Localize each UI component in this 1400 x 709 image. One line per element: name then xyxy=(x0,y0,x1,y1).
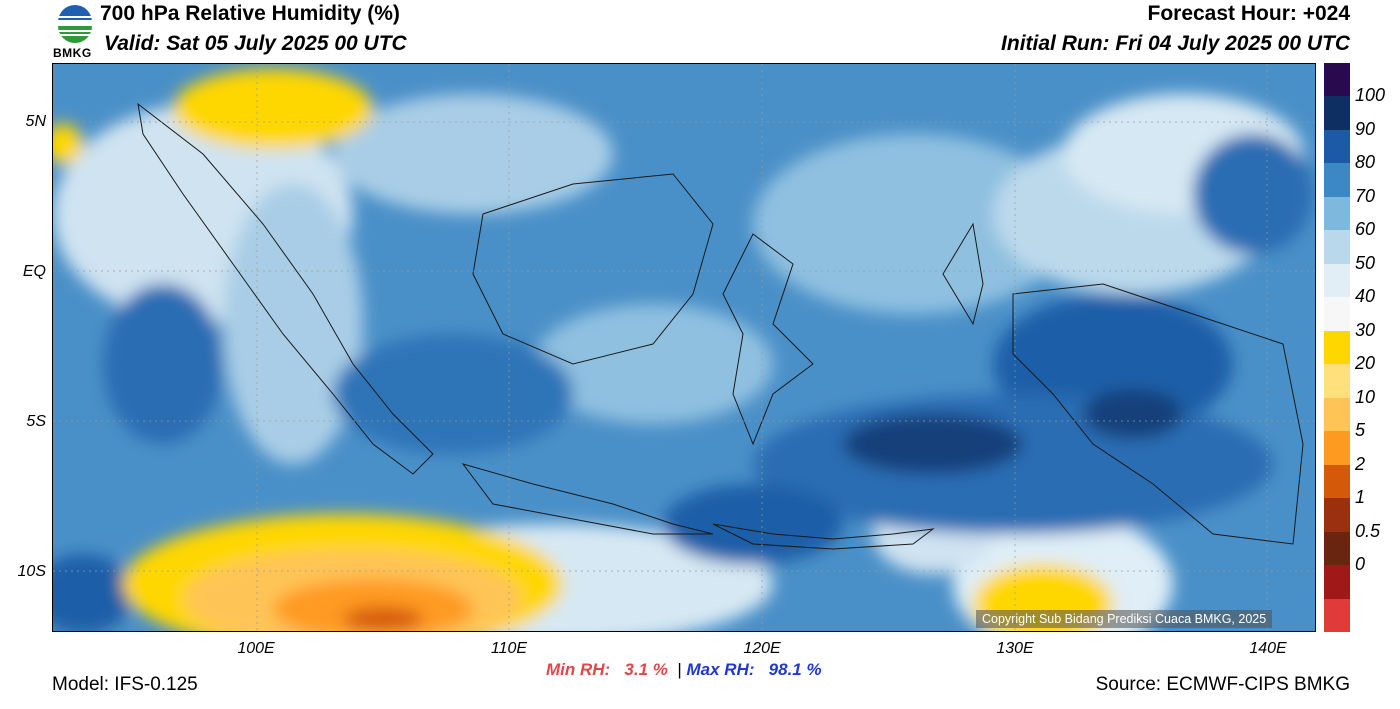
copyright-note: Copyright Sub Bidang Prediksi Cuaca BMKG… xyxy=(976,610,1273,628)
stats-separator: | xyxy=(677,660,682,679)
lat-tick-5n: 5N xyxy=(25,113,46,130)
colorbar-label: 5 xyxy=(1355,420,1366,441)
colorbar-label: 80 xyxy=(1355,152,1376,173)
map-title: 700 hPa Relative Humidity (%) xyxy=(100,2,400,25)
min-rh-label: Min RH: xyxy=(546,660,611,679)
colorbar-cell xyxy=(1324,431,1350,466)
colorbar-label: 20 xyxy=(1355,353,1376,374)
colorbar-label: 50 xyxy=(1355,252,1376,273)
colorbar-label: 40 xyxy=(1355,286,1376,307)
lon-tick-120e: 120E xyxy=(743,640,781,657)
colorbar-cell xyxy=(1324,163,1350,198)
colorbar xyxy=(1324,63,1350,633)
colorbar-label: 10 xyxy=(1355,386,1376,407)
colorbar-cell xyxy=(1324,129,1350,164)
colorbar-cell xyxy=(1324,230,1350,265)
bmkg-logo xyxy=(52,2,98,60)
lon-tick-110e: 110E xyxy=(490,640,528,657)
lon-tick-140e: 140E xyxy=(1249,640,1287,657)
colorbar-cell xyxy=(1324,397,1350,432)
colorbar-label: 1 xyxy=(1355,487,1366,508)
colorbar-cell xyxy=(1324,598,1350,633)
colorbar-cell xyxy=(1324,330,1350,365)
colorbar-cell xyxy=(1324,464,1350,499)
humidity-map xyxy=(52,63,1316,632)
colorbar-label: 90 xyxy=(1355,118,1376,139)
colorbar-cell xyxy=(1324,96,1350,131)
colorbar-label: 0 xyxy=(1355,554,1366,575)
source-label: Source: ECMWF-CIPS BMKG xyxy=(1095,674,1350,695)
colorbar-cell xyxy=(1324,263,1350,298)
lat-tick-10s: 10S xyxy=(17,563,46,580)
max-rh-label: Max RH: xyxy=(686,660,755,679)
max-rh-value: 98.1 % xyxy=(768,660,822,679)
model-label: Model: IFS-0.125 xyxy=(52,674,198,695)
valid-time: Valid: Sat 05 July 2025 00 UTC xyxy=(104,32,407,55)
lat-tick-eq: EQ xyxy=(22,263,46,280)
colorbar-cell xyxy=(1324,364,1350,399)
rh-stats: Min RH: 3.1 % | Max RH: 98.1 % xyxy=(546,660,822,680)
logo-text: BMKG xyxy=(53,46,92,60)
lon-tick-100e: 100E xyxy=(237,640,275,657)
colorbar-cell xyxy=(1324,297,1350,332)
min-rh-value: 3.1 % xyxy=(624,660,668,679)
colorbar-label: 60 xyxy=(1355,219,1376,240)
colorbar-cell xyxy=(1324,565,1350,600)
colorbar-cell xyxy=(1324,63,1350,97)
lon-tick-130e: 130E xyxy=(996,640,1034,657)
colorbar-label: 0.5 xyxy=(1355,520,1381,541)
initial-run: Initial Run: Fri 04 July 2025 00 UTC xyxy=(1001,32,1350,55)
colorbar-label: 2 xyxy=(1355,453,1366,474)
lat-tick-5s: 5S xyxy=(26,413,46,430)
colorbar-label: 100 xyxy=(1355,85,1386,106)
colorbar-label: 30 xyxy=(1355,319,1376,340)
colorbar-cell xyxy=(1324,498,1350,533)
colorbar-cell xyxy=(1324,531,1350,566)
colorbar-label: 70 xyxy=(1355,185,1376,206)
forecast-hour: Forecast Hour: +024 xyxy=(1147,2,1351,25)
colorbar-cell xyxy=(1324,196,1350,231)
